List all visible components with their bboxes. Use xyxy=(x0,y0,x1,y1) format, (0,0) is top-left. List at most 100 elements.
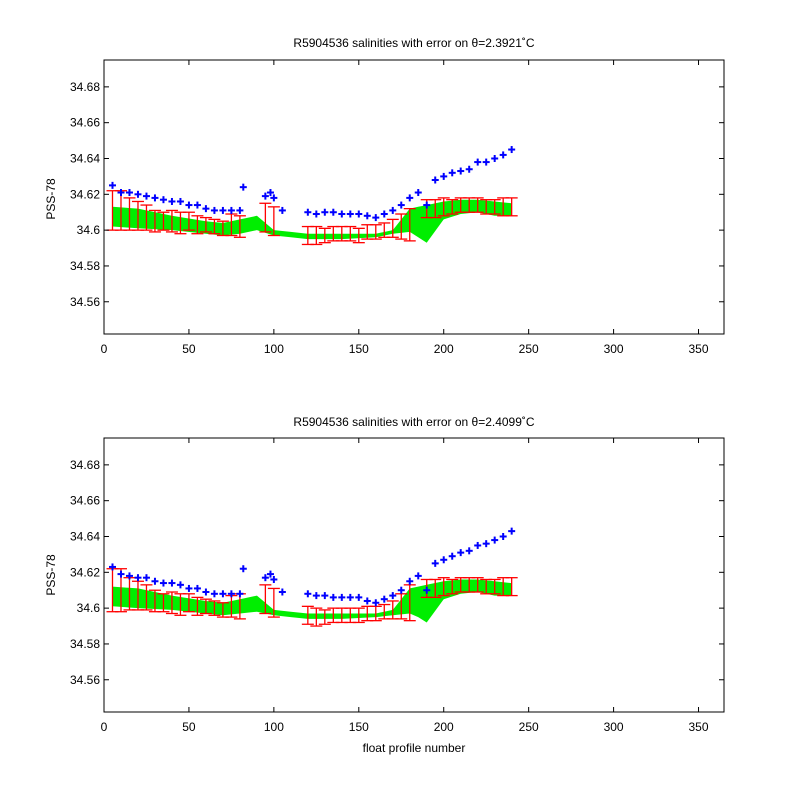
error-bar xyxy=(310,225,323,246)
error-bar xyxy=(488,199,501,215)
y-tick-label: 34.58 xyxy=(70,637,100,651)
axes-frame xyxy=(103,59,725,335)
data-point xyxy=(151,194,159,202)
x-tick-label: 0 xyxy=(101,720,108,734)
error-bar xyxy=(386,218,399,238)
error-bar xyxy=(259,202,272,233)
data-point xyxy=(151,577,159,585)
data-point xyxy=(380,595,388,603)
x-tick-label: 300 xyxy=(604,342,624,356)
error-bar xyxy=(301,605,314,625)
y-tick-label: 34.56 xyxy=(70,295,100,309)
green-band xyxy=(112,199,512,243)
error-bar xyxy=(165,591,178,615)
error-bar xyxy=(471,197,484,213)
error-bar xyxy=(369,605,382,622)
data-point xyxy=(491,536,499,544)
y-tick-label: 34.64 xyxy=(70,151,100,165)
error-bar xyxy=(318,609,331,625)
error-bar xyxy=(165,209,178,233)
error-bar xyxy=(395,593,408,620)
y-tick-label: 34.66 xyxy=(70,116,100,130)
data-point xyxy=(270,575,278,583)
data-point xyxy=(338,210,346,218)
error-bar xyxy=(471,577,484,593)
plot-area xyxy=(106,146,518,246)
data-point xyxy=(423,586,431,594)
error-bar xyxy=(182,593,195,613)
data-point xyxy=(236,206,244,214)
data-point xyxy=(338,593,346,601)
data-point xyxy=(185,584,193,592)
data-point xyxy=(270,194,278,202)
data-point xyxy=(406,194,414,202)
data-point xyxy=(346,210,354,218)
error-bar xyxy=(437,577,450,597)
data-point xyxy=(457,549,465,557)
x-tick-label: 50 xyxy=(182,342,196,356)
data-point xyxy=(202,205,210,213)
data-point xyxy=(431,559,439,567)
data-point xyxy=(202,588,210,596)
error-bar xyxy=(429,578,442,599)
x-tick-label: 250 xyxy=(519,342,539,356)
data-point xyxy=(304,208,312,216)
error-bar xyxy=(233,215,246,238)
data-point xyxy=(448,552,456,560)
data-point xyxy=(440,556,448,564)
data-point xyxy=(210,590,218,598)
error-bar xyxy=(310,607,323,627)
x-tick-label: 250 xyxy=(519,720,539,734)
y-axis-label: PSS-78 xyxy=(44,554,58,596)
data-point xyxy=(134,190,142,198)
x-tick-label: 200 xyxy=(434,720,454,734)
y-tick-label: 34.62 xyxy=(70,565,100,579)
data-point xyxy=(321,592,329,600)
x-tick-label: 0 xyxy=(101,342,108,356)
data-point xyxy=(465,165,473,173)
error-bar xyxy=(403,584,416,622)
x-axis-label: float profile number xyxy=(363,741,466,755)
error-bar xyxy=(369,224,382,240)
error-bar xyxy=(446,578,459,595)
error-bar xyxy=(505,577,518,597)
data-point xyxy=(219,590,227,598)
error-bar xyxy=(446,199,459,215)
data-point xyxy=(278,206,286,214)
data-point xyxy=(474,158,482,166)
data-point xyxy=(117,189,125,197)
error-bar xyxy=(259,584,272,615)
data-point xyxy=(210,206,218,214)
data-point xyxy=(142,574,150,582)
data-point xyxy=(266,189,274,197)
error-bar xyxy=(191,596,204,616)
y-tick-label: 34.58 xyxy=(70,259,100,273)
data-point xyxy=(389,592,397,600)
error-bar xyxy=(318,227,331,244)
y-tick-label: 34.6 xyxy=(77,601,101,615)
error-bar xyxy=(395,213,408,240)
data-point xyxy=(185,201,193,209)
x-tick-label: 150 xyxy=(349,342,369,356)
y-axis-label: PSS-78 xyxy=(44,178,58,220)
y-tick-label: 34.56 xyxy=(70,673,100,687)
y-tick-label: 34.68 xyxy=(70,458,100,472)
chart-title: R5904536 salinities with error on θ=2.39… xyxy=(293,36,534,50)
x-tick-label: 150 xyxy=(349,720,369,734)
error-bar xyxy=(208,600,221,616)
y-tick-label: 34.68 xyxy=(70,80,100,94)
data-point xyxy=(499,532,507,540)
data-point xyxy=(193,201,201,209)
data-point xyxy=(508,527,516,535)
data-point xyxy=(168,579,176,587)
data-point xyxy=(142,192,150,200)
data-point xyxy=(423,201,431,209)
chart-panel-top: R5904536 salinities with error on θ=2.39… xyxy=(44,36,725,356)
y-tick-label: 34.64 xyxy=(70,529,100,543)
data-point xyxy=(159,579,167,587)
data-point xyxy=(227,590,235,598)
data-point xyxy=(219,206,227,214)
data-point xyxy=(125,572,133,580)
data-point xyxy=(266,570,274,578)
